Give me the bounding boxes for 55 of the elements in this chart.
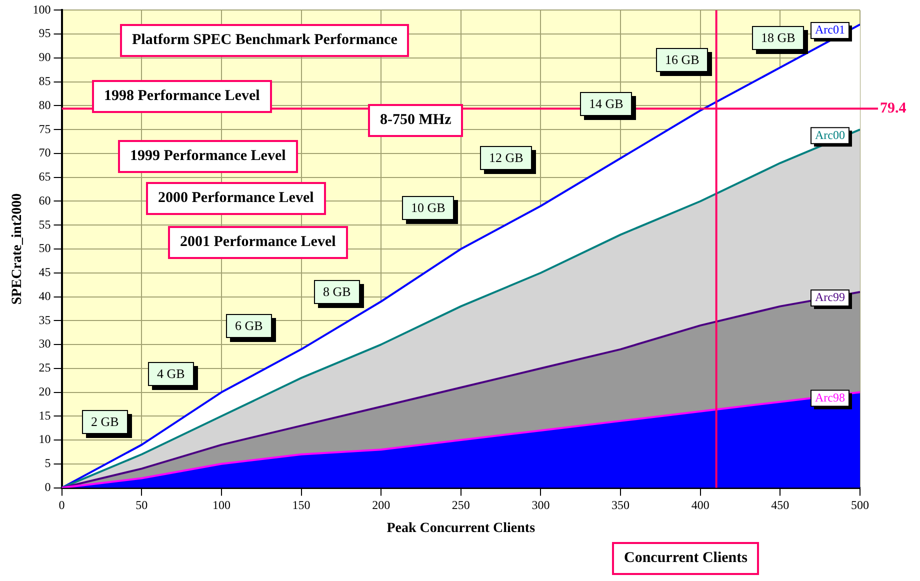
text: Concurrent Clients: [612, 542, 760, 575]
x-tick-label: 50: [136, 498, 148, 512]
x-tick-label: 300: [532, 498, 550, 512]
annotation: 2000 Performance Level: [146, 182, 326, 215]
y-tick-label: 0: [44, 480, 51, 494]
annotation: 4 GB: [148, 362, 194, 386]
x-axis-title: Peak Concurrent Clients: [386, 521, 536, 536]
series-label: Arc98: [815, 390, 845, 404]
y-tick-label: 5: [44, 456, 51, 470]
series-label: Arc01: [815, 22, 845, 37]
x-tick-label: 250: [452, 498, 470, 512]
y-tick-label: 60: [38, 193, 51, 208]
annotation: 14 GB: [580, 92, 632, 116]
annotation: 1999 Performance Level: [118, 140, 298, 173]
annotation: 8-750 MHz: [368, 104, 464, 137]
annotation: 2 GB: [82, 410, 128, 434]
annotation: 1998 Performance Level: [92, 80, 272, 113]
annotation: 16 GB: [656, 48, 708, 72]
series-label: Arc00: [815, 128, 845, 142]
y-tick-label: 30: [38, 336, 51, 351]
annotation: 8 GB: [314, 280, 360, 304]
y-tick-label: 50: [38, 241, 51, 256]
series-label: Arc99: [815, 290, 845, 304]
y-tick-label: 20: [38, 384, 51, 398]
ref-line-label: 79.4: [880, 100, 907, 116]
y-tick-label: 25: [38, 360, 51, 375]
y-axis-title: SPECrate_int2000: [10, 193, 26, 305]
y-tick-label: 70: [38, 146, 51, 160]
x-tick-label: 0: [58, 498, 65, 512]
annotation: 2001 Performance Level: [168, 226, 348, 259]
annotation: 6 GB: [226, 314, 272, 338]
y-tick-label: 95: [38, 26, 51, 40]
x-tick-label: 500: [851, 498, 869, 512]
annotation: 12 GB: [480, 146, 532, 170]
y-tick-label: 40: [38, 288, 51, 303]
y-tick-label: 35: [38, 312, 51, 327]
annotation: Platform SPEC Benchmark Performance: [120, 24, 410, 57]
annotation: 18 GB: [752, 26, 804, 50]
y-tick-label: 10: [38, 432, 51, 446]
y-tick-label: 45: [38, 265, 51, 280]
y-tick-label: 90: [38, 50, 51, 64]
y-tick-label: 80: [38, 98, 51, 112]
y-tick-label: 65: [38, 170, 51, 184]
y-tick-label: 100: [32, 2, 51, 16]
x-tick-label: 400: [691, 498, 710, 512]
x-tick-label: 100: [212, 498, 230, 512]
annotation: 10 GB: [402, 196, 454, 220]
y-tick-label: 55: [38, 217, 51, 232]
x-tick-label: 350: [612, 498, 630, 512]
y-tick-label: 15: [38, 408, 51, 422]
x-tick-label: 450: [771, 498, 790, 512]
y-tick-label: 85: [38, 74, 51, 88]
x-tick-label: 200: [372, 498, 390, 512]
x-tick-label: 150: [292, 498, 310, 512]
y-tick-label: 75: [38, 122, 51, 136]
